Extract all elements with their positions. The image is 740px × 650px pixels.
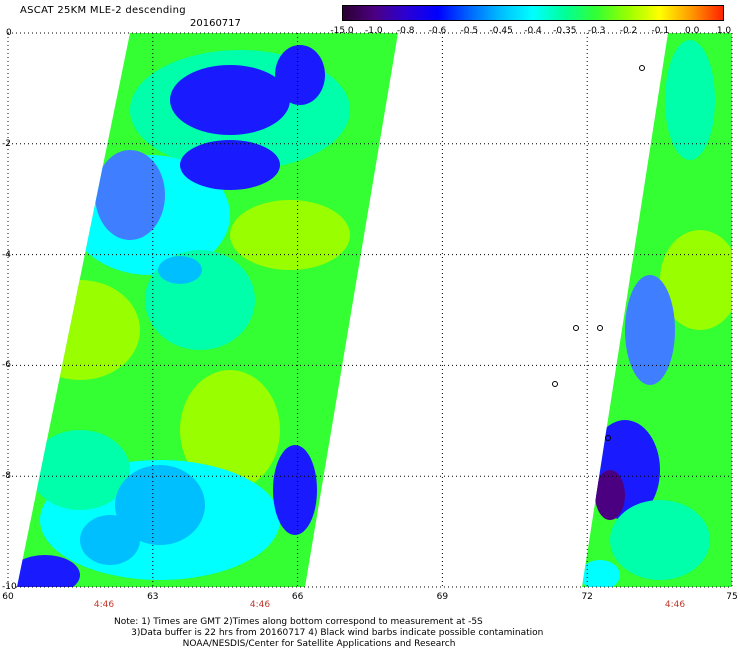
light-blue-area	[80, 515, 140, 565]
note-line-1: Note: 1) Times are GMT 2)Times along bot…	[114, 617, 483, 627]
colorbar-tick-label: -0.1	[651, 26, 670, 36]
lime-area	[230, 200, 350, 270]
purple-area	[595, 470, 625, 520]
right-swath-features	[582, 40, 732, 587]
colorbar-tick-label: -0.3	[587, 26, 606, 36]
chart-title: ASCAT 25KM MLE-2 descending	[20, 5, 186, 16]
colorbar-tick-label: -0.35	[553, 26, 577, 36]
colorbar-tick-label: -0.6	[428, 26, 447, 36]
colorbar-tick-label: -1.0	[365, 26, 383, 36]
colorbar	[342, 5, 724, 21]
blue-area	[625, 275, 675, 385]
colorbar-tick-label: -15.0	[330, 26, 354, 36]
longitude-label: 63	[147, 592, 159, 602]
aqua-area	[610, 500, 710, 580]
latitude-label: -8	[2, 471, 11, 482]
island-outline	[552, 381, 558, 387]
blue-area	[95, 150, 165, 240]
light-blue-area	[115, 465, 205, 545]
latitude-label: -2	[2, 138, 11, 149]
latitude-label: -10	[2, 582, 17, 592]
note-line-3: NOAA/NESDIS/Center for Satellite Applica…	[114, 639, 456, 649]
blue-area	[273, 445, 317, 535]
latitude-label: -6	[2, 360, 11, 371]
blue-area	[170, 65, 290, 135]
blue-area	[180, 140, 280, 190]
colorbar-tick-label: -0.8	[396, 26, 415, 36]
island-outline	[597, 325, 603, 331]
colorbar-tick-label: 1.0	[716, 26, 732, 36]
colorbar-tick-label: -0.4	[524, 26, 542, 36]
longitude-label: 60	[2, 592, 14, 602]
pass-time-label: 4:46	[664, 600, 686, 610]
longitude-label: 69	[436, 592, 449, 602]
blue-area	[275, 45, 325, 105]
pass-time-label: 4:46	[93, 600, 115, 610]
longitude-label: 66	[291, 592, 304, 602]
lime-area	[180, 370, 280, 490]
aqua-area	[30, 430, 130, 510]
latitude-label: 0	[6, 28, 12, 38]
note-line-2: 3)Data buffer is 22 hrs from 20160717 4)…	[114, 628, 544, 638]
island-outline	[639, 65, 645, 71]
island-outline	[605, 435, 611, 441]
cyan-area	[582, 560, 620, 587]
latitude-label: -4	[2, 249, 11, 260]
colorbar-tick-label: 0.0	[684, 26, 700, 36]
pass-time-label: 4:46	[249, 600, 271, 610]
longitude-label: 72	[581, 592, 593, 602]
chart-date: 20160717	[190, 18, 241, 29]
colorbar-tick-label: -0.5	[460, 26, 479, 36]
island-outline	[573, 325, 579, 331]
aqua-area	[665, 40, 715, 160]
light-blue-area	[158, 256, 202, 284]
blue-area	[17, 555, 80, 587]
colorbar-tick-label: -0.2	[619, 26, 638, 36]
longitude-label: 75	[726, 592, 738, 602]
colorbar-tick-label: -0.45	[489, 26, 513, 36]
